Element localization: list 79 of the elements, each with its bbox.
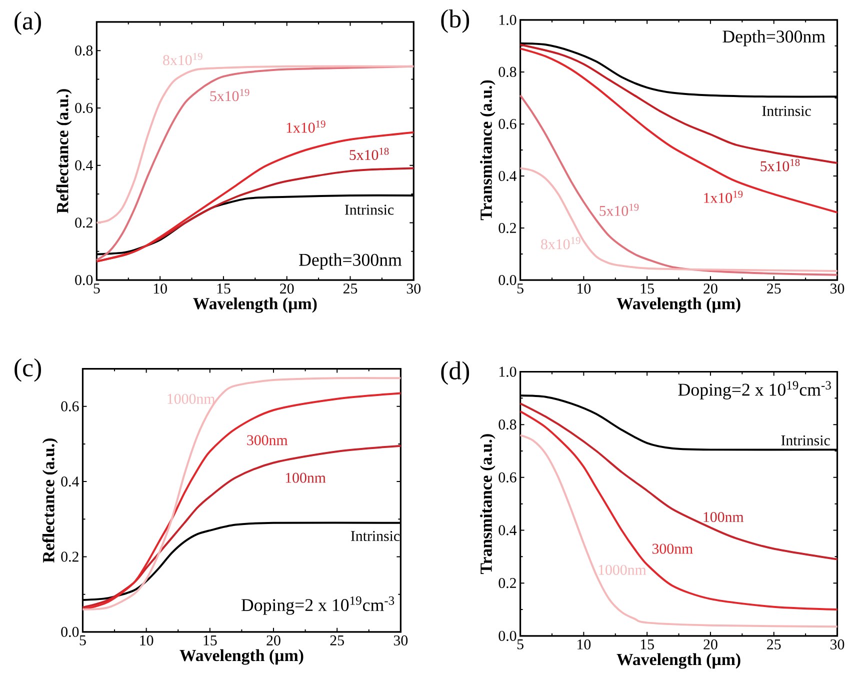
x-tick-label: 30 — [830, 284, 844, 294]
x-tick-label: 20 — [280, 284, 294, 294]
chart-title: (a) — [14, 12, 41, 36]
x-axis-title: Wavelength (µm) — [180, 649, 304, 665]
y-tick-label: 0.6 — [75, 103, 93, 114]
y-tick-label: 0.8 — [498, 420, 516, 430]
x-tick-label: 30 — [394, 636, 408, 646]
x-tick-label: 15 — [640, 284, 654, 294]
legend-label: Intrinsic — [781, 436, 830, 446]
y-axis-title: Transmitance (a.u.) — [480, 434, 496, 574]
series-label: 1000nm — [598, 564, 646, 576]
series-label: 1x10$^{19}$ — [286, 120, 326, 133]
series-label: 5x10$^{19}$ — [210, 89, 250, 102]
series-label: 5x10$^{19}$ — [600, 204, 639, 216]
legend-label: Intrinsic — [350, 531, 400, 542]
x-tick-label: 25 — [343, 284, 358, 294]
y-tick-label: 0.0 — [498, 275, 516, 286]
x-tick-label: 10 — [154, 284, 167, 294]
x-tick-label: 20 — [266, 636, 280, 646]
x-tick-label: 5 — [517, 640, 524, 650]
y-tick-label: 0.0 — [75, 275, 93, 286]
series-label: 8x10$^{19}$ — [163, 53, 202, 66]
y-tick-label: 0.6 — [498, 119, 516, 130]
x-tick-label: 25 — [767, 284, 781, 294]
x-tick-label: 15 — [217, 284, 230, 294]
series-label: 1x10$^{19}$ — [704, 190, 743, 204]
y-axis-title: Reflectance (a.u.) — [42, 438, 58, 563]
y-tick-label: 0.8 — [75, 46, 93, 56]
y-tick-label: 0.2 — [61, 552, 78, 562]
y-tick-label: 0.4 — [75, 160, 93, 171]
series-label: 8x10$^{19}$ — [541, 237, 580, 250]
series-label: 100nm — [286, 472, 326, 483]
y-tick-label: 0.0 — [61, 626, 79, 638]
x-tick-label: 5 — [517, 284, 524, 294]
x-tick-label: 5 — [80, 636, 86, 646]
series-label: 300nm — [247, 435, 288, 446]
y-tick-label: 0.4 — [498, 171, 517, 182]
series-label: 100nm — [704, 512, 744, 522]
x-tick-label: 30 — [406, 284, 421, 294]
series-label: 300nm — [652, 544, 693, 554]
series-label: 5x10$^{18}$ — [760, 159, 800, 172]
series-label: 5x10$^{18}$ — [350, 148, 389, 160]
annotation: Depth=300nm — [299, 253, 402, 270]
series-label: Intrinsic — [344, 204, 394, 215]
x-axis-title: Wavelength (µm) — [616, 653, 740, 669]
annotation: Doping=2 x 10$^{19}$cm$^{-3}$ — [678, 381, 831, 400]
y-axis-title: Reflectance (a.u.) — [56, 89, 72, 214]
x-tick-label: 20 — [704, 284, 718, 294]
x-axis-title: Wavelength (µm) — [616, 298, 740, 314]
chart-title: (c) — [14, 358, 41, 382]
annotation: Depth=300nm — [722, 30, 826, 46]
x-tick-label: 25 — [330, 636, 344, 646]
chart-title: (b) — [441, 10, 470, 34]
series-label: 1000nm — [168, 394, 216, 404]
y-tick-label: 0.6 — [498, 472, 516, 483]
y-tick-label: 0.6 — [61, 401, 79, 412]
x-tick-label: 20 — [704, 640, 718, 650]
y-axis-title: Transmitance (a.u.) — [480, 80, 496, 220]
y-tick-label: 0.4 — [61, 476, 79, 487]
x-tick-label: 10 — [140, 636, 154, 646]
chart-title: (d) — [441, 361, 470, 385]
y-tick-label: 0.2 — [75, 218, 92, 228]
x-axis-title: Wavelength (µm) — [193, 298, 317, 314]
x-tick-label: 15 — [640, 640, 654, 650]
y-tick-label: 0.0 — [498, 630, 516, 642]
x-tick-label: 10 — [578, 284, 591, 294]
y-tick-label: 1.0 — [499, 14, 516, 26]
y-tick-label: 0.8 — [498, 67, 516, 78]
x-tick-label: 10 — [578, 640, 591, 650]
y-tick-label: 0.4 — [498, 525, 517, 536]
x-tick-label: 5 — [94, 284, 100, 294]
x-tick-label: 15 — [204, 636, 217, 646]
annotation: Doping=2 x 10$^{19}$cm$^{-3}$ — [241, 596, 394, 615]
series-label: Intrinsic — [762, 106, 811, 116]
x-tick-label: 30 — [830, 640, 844, 650]
y-tick-label: 1.0 — [499, 366, 516, 377]
y-tick-label: 0.2 — [498, 223, 516, 234]
x-tick-label: 25 — [767, 640, 781, 650]
y-tick-label: 0.2 — [498, 578, 516, 588]
